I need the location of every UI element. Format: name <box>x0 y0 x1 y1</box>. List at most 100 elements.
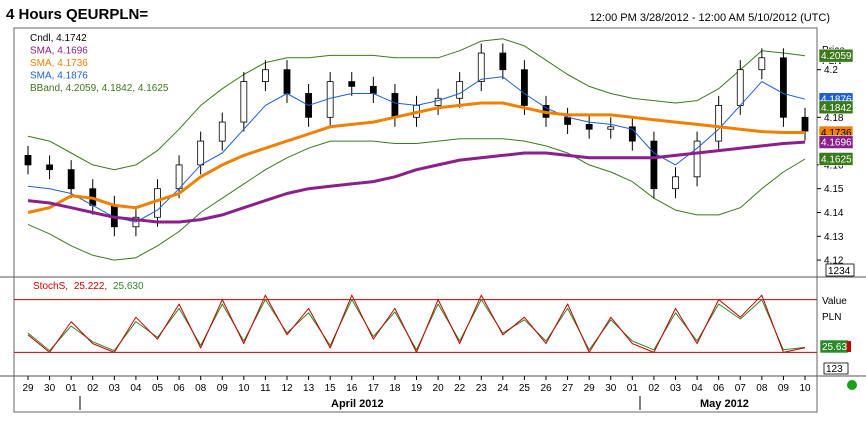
candle-body <box>348 81 356 87</box>
legend-entry: Cndl, 4.1742 <box>30 33 87 44</box>
price-badge-label: 4.1736 <box>821 128 852 139</box>
candle-body <box>456 81 464 99</box>
price-badge-label: 4.2059 <box>821 51 852 62</box>
time-tick-label: 13 <box>303 383 315 394</box>
time-tick-label: 07 <box>735 383 747 394</box>
candle-body <box>240 81 248 123</box>
time-tick-label: 15 <box>325 383 337 394</box>
price-tick-label: 4.18 <box>824 113 844 124</box>
time-tick-label: 30 <box>44 383 56 394</box>
price-badge <box>818 100 854 115</box>
candle-body <box>628 126 636 142</box>
candle-body <box>369 85 377 94</box>
candle-body <box>650 140 658 190</box>
chart-title: 4 Hours QEURPLN= <box>6 6 148 23</box>
date-range: 12:00 PM 3/28/2012 - 12:00 AM 5/10/2012 … <box>590 12 830 24</box>
sma-purple-line <box>27 140 806 224</box>
time-tick-label: 16 <box>346 383 358 394</box>
price-tick-label: 4.15 <box>824 184 844 195</box>
time-tick-label: 24 <box>497 383 509 394</box>
stoch-axis-box: 123 <box>826 364 843 375</box>
candle-body <box>758 57 766 71</box>
candle-body <box>175 164 183 190</box>
time-tick-label: 06 <box>174 383 186 394</box>
status-dot-icon[interactable] <box>847 380 857 390</box>
candle-body <box>477 52 485 83</box>
time-tick-label: 10 <box>238 383 250 394</box>
bband-lower-line <box>27 138 806 261</box>
stoch-legend-prefix: StochS, <box>33 281 68 292</box>
candle-body <box>434 97 442 106</box>
stoch-legend-k: 25.222, <box>74 281 107 292</box>
stoch-axis-header-1: Value <box>822 296 847 307</box>
candle-body <box>672 176 679 190</box>
stoch-badge: 25.63 <box>822 342 847 353</box>
sma-blue-line <box>27 76 806 223</box>
time-tick-label: 29 <box>22 383 34 394</box>
stoch-legend: StochS, 25.222, 25.630 <box>33 281 144 292</box>
candle-body <box>585 124 593 130</box>
month-label-april: April 2012 <box>331 398 384 410</box>
time-tick-label: 25 <box>519 383 531 394</box>
candle-body <box>564 116 571 125</box>
price-badge-label: 4.1696 <box>821 138 852 149</box>
bband-upper-line <box>27 38 806 171</box>
time-tick-label: 06 <box>713 383 725 394</box>
x-axis-strip <box>13 375 818 413</box>
time-axis: 29 30 01 02 03 04 05 06 08 09 10 11 12 13 15 16 17 18 19 20… <box>22 376 811 394</box>
candle-body <box>24 154 32 166</box>
legend-entry: BBand, 4.2059, 4.1842, 4.1625 <box>30 83 169 94</box>
stoch-panel[interactable] <box>13 276 818 377</box>
time-tick-label: 01 <box>66 383 78 394</box>
time-tick-label: 12 <box>281 383 293 394</box>
legend-entry: SMA, 4.1876 <box>30 71 88 82</box>
price-badge <box>818 135 854 149</box>
candle-body <box>283 69 291 94</box>
time-tick-label: 01 <box>627 383 639 394</box>
time-tick-label: 04 <box>692 383 704 394</box>
sma-orange-line <box>27 101 805 214</box>
candle-body <box>218 121 226 142</box>
time-tick-label: 03 <box>109 383 121 394</box>
candle-body <box>780 57 787 118</box>
time-tick-label: 02 <box>87 383 99 394</box>
price-badge <box>818 48 854 63</box>
candle-body <box>736 69 744 106</box>
candle-body <box>521 69 528 106</box>
price-tick-label: 4.13 <box>824 232 844 243</box>
price-tick-label: 4.14 <box>824 208 844 219</box>
time-tick-label: 17 <box>368 383 380 394</box>
time-tick-label: 10 <box>799 383 811 394</box>
moving-averages <box>27 76 806 224</box>
time-tick-label: 09 <box>778 383 790 394</box>
time-tick-label: 29 <box>584 383 596 394</box>
candle-body <box>499 52 507 71</box>
time-tick-label: 27 <box>562 383 574 394</box>
stoch-legend-d: 25.630 <box>113 281 144 292</box>
price-tick-label: 4.2 <box>824 65 838 76</box>
legend-entry: SMA, 4.1736 <box>30 58 88 69</box>
legend-entry: SMA, 4.1696 <box>30 46 88 57</box>
candle-body <box>262 69 269 82</box>
price-badge-label: 4.1876 <box>821 95 852 106</box>
candle-body <box>607 126 615 130</box>
price-tick-label: 4.12 <box>824 256 844 267</box>
month-label-may: May 2012 <box>700 398 749 410</box>
candle-body <box>67 169 75 190</box>
candle-body <box>154 188 161 218</box>
candle-body <box>391 93 399 118</box>
candle-body <box>801 116 809 132</box>
stoch-k-line <box>27 294 806 353</box>
stoch-d-line <box>27 299 806 352</box>
time-tick-label: 05 <box>152 383 164 394</box>
time-tick-label: 19 <box>411 383 423 394</box>
bollinger-bands <box>27 38 806 261</box>
candle-body <box>46 164 53 171</box>
time-tick-label: 23 <box>476 383 488 394</box>
candle-body <box>715 105 723 142</box>
price-panel[interactable] <box>13 27 818 278</box>
time-tick-label: 09 <box>217 383 229 394</box>
